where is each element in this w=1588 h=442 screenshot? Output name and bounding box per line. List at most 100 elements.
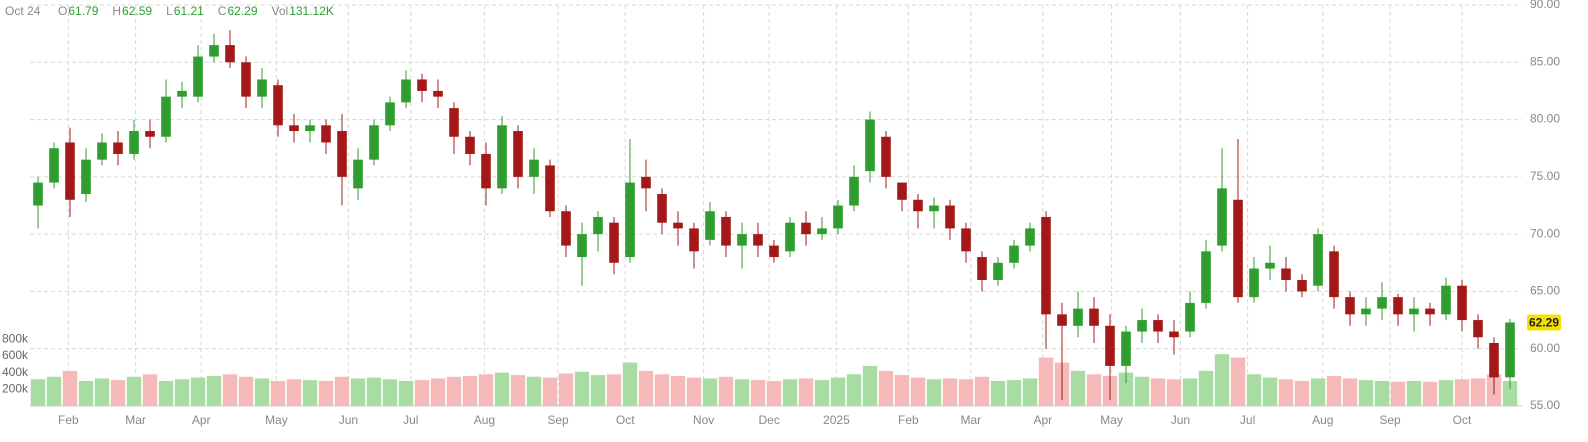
volume-bar [382,379,398,406]
x-tick-label: Jun [339,413,358,427]
candle-body [513,131,523,177]
candle-body [1489,342,1499,378]
volume-bar [942,378,958,406]
x-tick-label: Apr [1033,413,1052,427]
candle-body [433,90,443,97]
y-tick-label: 55.00 [1530,398,1560,412]
candle-body [241,62,251,97]
volume-bar [430,378,446,406]
volume-bar [1134,376,1150,406]
candle-body [1073,308,1083,326]
volume-bar [990,380,1006,406]
candle-body [1233,199,1243,298]
legend-key: L [166,4,173,18]
candle-body [737,234,747,246]
volume-bar [1038,357,1054,406]
candle-body [1441,285,1451,315]
last-price-label: 62.29 [1529,316,1559,330]
volume-bar [606,374,622,406]
volume-bar [798,378,814,406]
candle-body [1121,331,1131,366]
candle-body [865,119,875,172]
volume-bar [1166,379,1182,406]
volume-bar [78,380,94,406]
volume-bar [1470,378,1486,406]
y-tick-label: 70.00 [1530,226,1560,240]
volume-bar [766,380,782,406]
volume-bar [814,380,830,406]
volume-bar [1214,354,1230,406]
volume-bar [1198,370,1214,406]
candle-body [881,136,891,177]
candle-body [705,211,715,240]
candle-body [1185,302,1195,332]
volume-bar [398,380,414,406]
x-tick-label: May [265,413,288,427]
volume-bar [750,380,766,406]
candle-body [1313,234,1323,286]
x-tick-label: Jun [1171,413,1190,427]
candle-body [689,228,699,252]
candle-body [1409,308,1419,315]
x-tick-label: Mar [125,413,146,427]
candle-body [129,131,139,154]
candle-body [369,125,379,160]
volume-bar [862,365,878,406]
candle-body [721,216,731,246]
legend-key: O [58,4,67,18]
volume-bar [878,370,894,406]
candle-body [49,148,59,183]
candle-body [977,257,987,280]
candle-body [1169,331,1179,338]
x-tick-label: 2025 [823,413,850,427]
candle-body [1297,279,1307,292]
volume-bar [958,379,974,406]
y2-tick-label: 800k [2,331,29,345]
volume-bar [174,379,190,406]
x-tick-label: Sep [1379,413,1401,427]
volume-bar [366,377,382,406]
candle-body [529,159,539,177]
volume-bar [1118,372,1134,406]
volume-bar [1022,378,1038,406]
candle-body [753,234,763,246]
volume-bar [1262,377,1278,406]
candle-body [209,45,219,57]
candle-body [1265,262,1275,269]
volume-bar [846,374,862,406]
volume-bar [318,380,334,406]
x-tick-label: Feb [898,413,919,427]
volume-bar [1006,380,1022,406]
y-tick-label: 85.00 [1530,54,1560,68]
volume-bar [702,378,718,406]
x-tick-label: Jul [1240,413,1255,427]
candle-body [1105,325,1115,366]
candle-body [273,85,283,126]
volume-bar [718,376,734,406]
volume-bar [142,374,158,406]
candle-body [561,211,571,246]
candle-body [657,194,667,223]
volume-bar [62,370,78,406]
candle-body [145,131,155,137]
volume-bar [1374,380,1390,406]
volume-bar [1086,374,1102,406]
y-tick-label: 65.00 [1530,284,1560,298]
candle-body [97,142,107,160]
candle-body [625,182,635,258]
candle-body [481,153,491,189]
candle-body [801,222,811,235]
volume-bar [350,378,366,406]
candle-body [609,222,619,263]
candle-body [1361,308,1371,315]
candle-body [1201,251,1211,303]
volume-bar [1326,375,1342,406]
volume-bar [462,375,478,406]
candle-body [449,108,459,137]
candle-body [353,159,363,189]
candle-body [593,216,603,235]
volume-bar [494,372,510,406]
volume-bar [1342,378,1358,406]
volume-bar [238,376,254,406]
